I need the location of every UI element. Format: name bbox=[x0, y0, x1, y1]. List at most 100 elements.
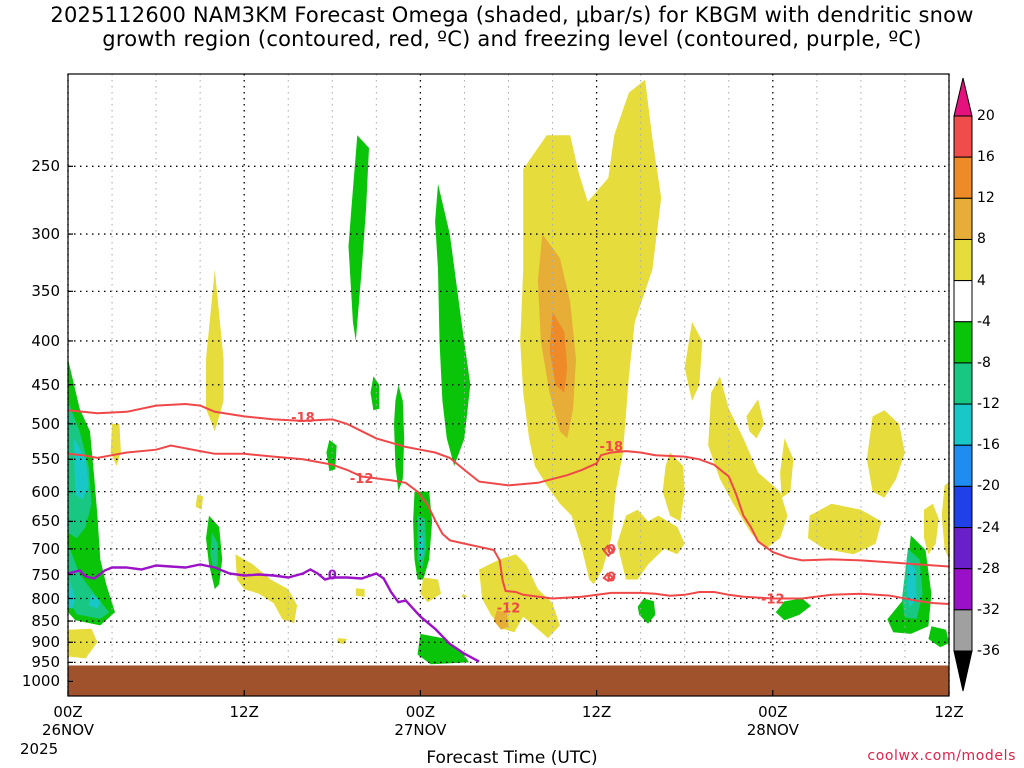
y-tick-label: 550 bbox=[31, 450, 60, 469]
dgz-contour-label-0: -18 bbox=[291, 411, 315, 426]
x-tick-date: 28NOV bbox=[746, 721, 799, 739]
colorbar-label: -28 bbox=[977, 560, 1000, 577]
dgz-contour-island-1 bbox=[602, 544, 615, 558]
colorbar-segment--36_-32 bbox=[953, 609, 973, 652]
omega-region-4 bbox=[68, 579, 76, 609]
omega-region-22 bbox=[928, 626, 949, 648]
colorbar-label: -36 bbox=[977, 643, 1000, 659]
omega-region-2 bbox=[73, 438, 89, 499]
omega-region-37 bbox=[479, 554, 560, 639]
y-tick-label: 850 bbox=[31, 612, 60, 631]
omega-region-8 bbox=[348, 135, 369, 341]
x-tick-date: 26NOV bbox=[41, 721, 95, 739]
dgz-contour-label-5: 0 bbox=[607, 543, 616, 558]
colorbar-segment-8_12 bbox=[953, 197, 973, 240]
colorbar-segment-12_16 bbox=[953, 156, 973, 199]
x-tick-date: 27NOV bbox=[394, 721, 447, 739]
y-tick-label: 300 bbox=[31, 225, 60, 244]
omega-region-33 bbox=[336, 638, 347, 645]
colorbar-segment--32_-28 bbox=[953, 568, 973, 611]
colorbar-segment--20_-16 bbox=[953, 444, 973, 487]
omega-region-3 bbox=[68, 543, 110, 619]
omega-region-28 bbox=[110, 423, 121, 466]
y-tick-label: 750 bbox=[31, 565, 60, 584]
x-tick-label: 00Z bbox=[53, 703, 83, 721]
y-tick-label: 950 bbox=[31, 653, 60, 672]
colorbar bbox=[953, 77, 973, 692]
colorbar-label: -24 bbox=[977, 519, 1000, 536]
dgz-contour-label-6: 0 bbox=[607, 570, 616, 585]
axis-ticks bbox=[67, 165, 950, 696]
y-tick-label: 1000 bbox=[21, 672, 60, 691]
colorbar-label: -16 bbox=[977, 437, 1000, 454]
omega-region-42 bbox=[708, 376, 788, 549]
omega-region-25 bbox=[549, 312, 568, 393]
x-tick-label: 12Z bbox=[229, 703, 259, 721]
omega-region-39 bbox=[617, 509, 685, 580]
colorbar-segment-16_20 bbox=[953, 115, 973, 158]
contour-lines bbox=[68, 402, 949, 663]
omega-region-23 bbox=[520, 79, 662, 585]
y-tick-label: 700 bbox=[31, 539, 60, 558]
omega-region-30 bbox=[235, 554, 298, 624]
y-tick-label: 650 bbox=[31, 512, 60, 531]
omega-region-13 bbox=[418, 532, 424, 560]
omega-region-17 bbox=[637, 598, 656, 624]
omega-region-10 bbox=[394, 384, 405, 492]
x-tick-label: 12Z bbox=[581, 703, 612, 721]
colorbar-segment--4_4 bbox=[953, 280, 973, 323]
y-tick-label: 600 bbox=[31, 482, 60, 501]
colorbar-segment-4_8 bbox=[953, 238, 973, 282]
dgz-contour-label-1: -12 bbox=[350, 472, 374, 487]
y-tick-label: 900 bbox=[31, 633, 60, 652]
omega-region-43 bbox=[746, 399, 764, 439]
omega-region-46 bbox=[866, 410, 905, 498]
omega-region-35 bbox=[420, 577, 441, 603]
freezing-contour-label-0: 0 bbox=[328, 569, 337, 584]
dgz-contour-island-2 bbox=[602, 572, 615, 583]
omega-region-29 bbox=[195, 494, 204, 510]
colorbar-label: -20 bbox=[977, 478, 1000, 495]
omega-region-34 bbox=[355, 588, 365, 597]
colorbar-label: -4 bbox=[977, 313, 991, 330]
omega-region-44 bbox=[780, 438, 794, 498]
colorbar-segment--8_-4 bbox=[953, 321, 973, 364]
omega-region-18 bbox=[775, 598, 811, 621]
colorbar-label: -12 bbox=[977, 396, 1000, 413]
x-tick-label: 00Z bbox=[405, 703, 436, 721]
colorbar-segment--28_-24 bbox=[953, 527, 973, 570]
colorbar-segment--16_-12 bbox=[953, 403, 973, 446]
dgz-contour-minus18 bbox=[68, 402, 949, 568]
omega-shading bbox=[68, 79, 949, 665]
omega-region-38 bbox=[493, 610, 509, 630]
colorbar-label: -32 bbox=[977, 601, 1000, 618]
x-tick-label: 00Z bbox=[758, 703, 788, 721]
omega-region-41 bbox=[684, 321, 703, 401]
omega-region-7 bbox=[210, 532, 218, 570]
omega-region-47 bbox=[924, 503, 939, 555]
omega-region-5 bbox=[88, 593, 101, 609]
dgz-contour-label-3: -12 bbox=[497, 602, 521, 617]
chart-title-line-2: growth region (contoured, red, ºC) and f… bbox=[102, 27, 922, 51]
colorbar-segment--24_-20 bbox=[953, 485, 973, 529]
omega-region-16 bbox=[417, 633, 469, 665]
omega-region-21 bbox=[906, 559, 917, 608]
colorbar-label: 16 bbox=[977, 149, 995, 166]
x-axis-title: Forecast Time (UTC) bbox=[426, 748, 598, 768]
colorbar-label: 12 bbox=[977, 190, 995, 207]
omega-region-27 bbox=[206, 269, 224, 432]
x-tick-label: 12Z bbox=[934, 703, 964, 721]
colorbar-bottom-arrow bbox=[953, 650, 973, 692]
colorbar-label: -8 bbox=[977, 354, 991, 371]
y-tick-label: 350 bbox=[31, 282, 60, 301]
dgz-contour-minus12 bbox=[68, 444, 949, 605]
y-tick-label: 400 bbox=[31, 331, 60, 350]
chart-title-line-1: 2025112600 NAM3KM Forecast Omega (shaded… bbox=[50, 3, 974, 27]
y-tick-label: 500 bbox=[31, 414, 60, 433]
year-label: 2025 bbox=[20, 740, 59, 758]
watermark-link[interactable]: coolwx.com/models bbox=[867, 748, 1016, 764]
omega-region-15 bbox=[370, 376, 380, 411]
omega-region-0 bbox=[68, 359, 115, 626]
colorbar-label: 8 bbox=[977, 231, 986, 248]
